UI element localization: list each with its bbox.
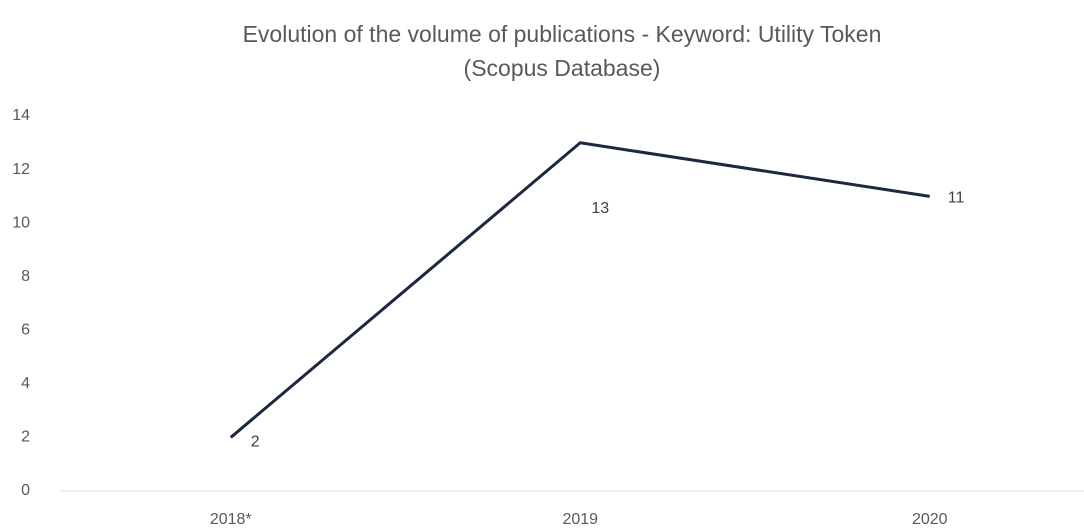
y-tick-label: 0: [21, 482, 30, 499]
data-label: 2: [251, 434, 260, 451]
y-tick-label: 14: [12, 107, 30, 124]
y-tick-label: 6: [21, 322, 30, 339]
chart-title: Evolution of the volume of publications …: [243, 21, 882, 47]
x-tick-label: 2020: [912, 511, 948, 528]
x-tick-label: 2018*: [210, 511, 252, 528]
y-tick-label: 8: [21, 268, 30, 285]
x-tick-label: 2019: [562, 511, 598, 528]
y-tick-label: 10: [12, 214, 30, 231]
y-tick-label: 2: [21, 429, 30, 446]
data-label: 11: [948, 190, 965, 207]
y-tick-label: 4: [21, 375, 30, 392]
data-label: 13: [591, 200, 609, 217]
line-series: [229, 141, 930, 439]
chart-title: (Scopus Database): [464, 55, 661, 81]
y-tick-label: 12: [12, 161, 30, 178]
